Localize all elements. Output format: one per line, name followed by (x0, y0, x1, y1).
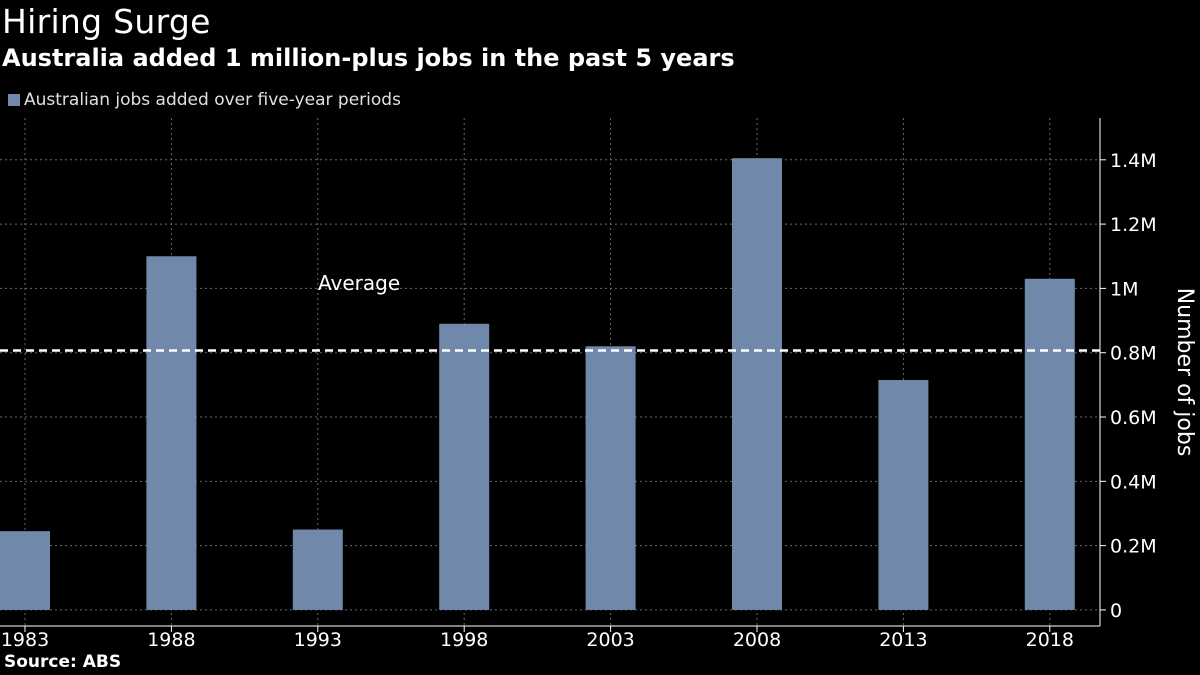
x-tick-label: 1998 (440, 629, 488, 651)
y-tick-label: 0.8M (1110, 343, 1157, 365)
bar-1993 (292, 529, 343, 610)
x-tick-label: 2003 (586, 629, 634, 651)
legend-swatch (8, 94, 20, 106)
bar-1983 (0, 531, 50, 610)
y-tick-label: 1.2M (1110, 214, 1157, 236)
x-tick-label: 1988 (147, 629, 195, 651)
x-tick-label: 2018 (1026, 629, 1074, 651)
source-note: Source: ABS (4, 652, 122, 672)
chart-title: Hiring Surge (2, 2, 211, 41)
y-tick-label: 0.6M (1110, 407, 1157, 429)
x-tick-label: 1993 (294, 629, 342, 651)
y-tick-label: 1.4M (1110, 150, 1157, 172)
bar-1988 (146, 256, 197, 610)
legend-label: Australian jobs added over five-year per… (24, 90, 401, 110)
chart-subtitle: Australia added 1 million-plus jobs in t… (2, 44, 735, 72)
x-tick-label: 1983 (1, 629, 49, 651)
bar-2008 (732, 158, 782, 610)
y-tick-label: 0.4M (1110, 471, 1157, 493)
bar-2013 (878, 380, 929, 610)
y-axis-title: Number of jobs (1172, 288, 1197, 457)
x-tick-label: 2008 (733, 629, 781, 651)
y-tick-label: 0 (1110, 600, 1122, 622)
y-tick-label: 0.2M (1110, 536, 1157, 558)
average-label: Average (318, 271, 400, 295)
x-tick-label: 2013 (879, 629, 927, 651)
bar-2003 (585, 346, 636, 610)
bar-1998 (439, 323, 490, 610)
legend: Australian jobs added over five-year per… (8, 90, 401, 110)
y-tick-label: 1M (1110, 278, 1138, 300)
bar-2018 (1024, 278, 1075, 610)
